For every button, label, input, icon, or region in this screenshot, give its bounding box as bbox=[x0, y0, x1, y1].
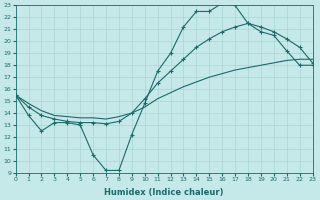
X-axis label: Humidex (Indice chaleur): Humidex (Indice chaleur) bbox=[104, 188, 224, 197]
